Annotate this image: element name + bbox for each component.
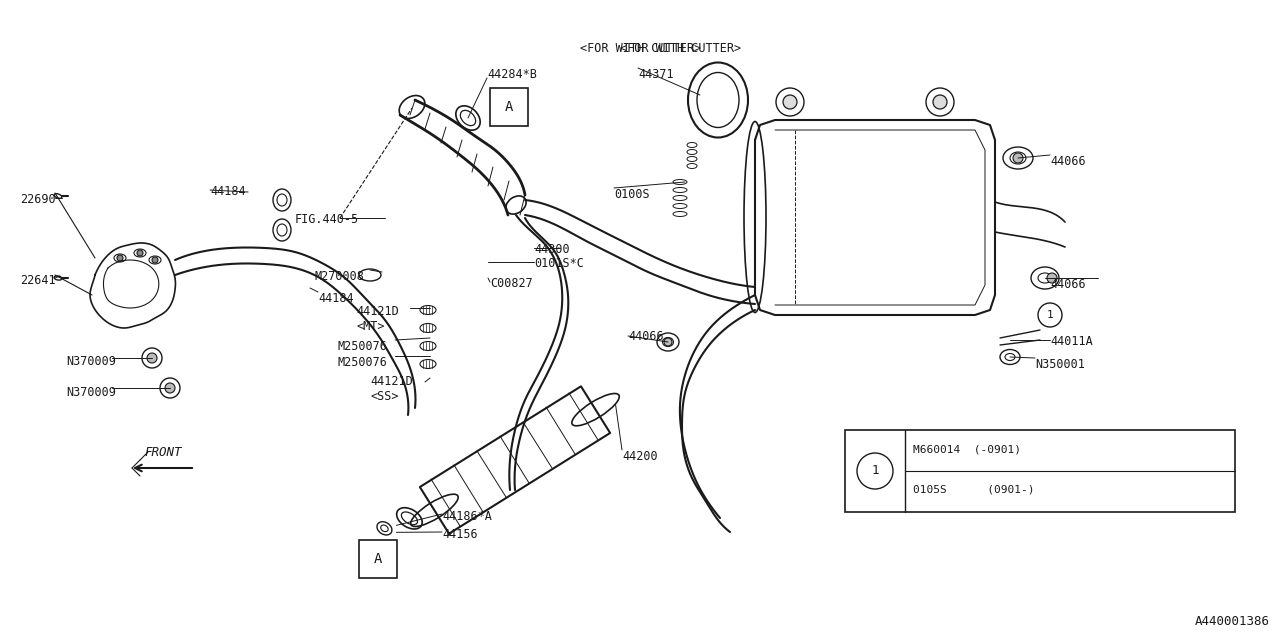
- Text: 44200: 44200: [622, 450, 658, 463]
- Text: 44156: 44156: [442, 528, 477, 541]
- Circle shape: [147, 353, 157, 363]
- Text: 44284*B: 44284*B: [486, 68, 536, 81]
- Text: 1: 1: [1047, 310, 1053, 320]
- Text: 44186*A: 44186*A: [442, 510, 492, 523]
- Text: 44184: 44184: [210, 185, 246, 198]
- Text: <FOR WITH CUTTER>: <FOR WITH CUTTER>: [580, 42, 701, 55]
- Circle shape: [783, 95, 797, 109]
- Text: FRONT: FRONT: [145, 445, 182, 458]
- Bar: [358, 540, 397, 578]
- Circle shape: [116, 255, 123, 261]
- Text: 44371: 44371: [637, 68, 673, 81]
- Text: 0101S*C: 0101S*C: [534, 257, 584, 270]
- Text: 44300: 44300: [534, 243, 570, 256]
- Text: <SS>: <SS>: [370, 390, 398, 403]
- Text: <FOR WITH CUTTER>: <FOR WITH CUTTER>: [620, 42, 741, 55]
- Circle shape: [933, 95, 947, 109]
- Bar: [845, 430, 1235, 512]
- Text: 44066: 44066: [1050, 155, 1085, 168]
- Text: M660014  (-0901): M660014 (-0901): [913, 445, 1021, 455]
- Circle shape: [1047, 273, 1057, 283]
- Text: M250076: M250076: [337, 356, 387, 369]
- Text: 44121D: 44121D: [370, 375, 412, 388]
- Text: 22690: 22690: [20, 193, 55, 206]
- Text: 22641: 22641: [20, 274, 55, 287]
- Text: 44066: 44066: [1050, 278, 1085, 291]
- Text: N370009: N370009: [67, 355, 116, 368]
- Text: 44011A: 44011A: [1050, 335, 1093, 348]
- Text: FIG.440-5: FIG.440-5: [294, 213, 360, 226]
- Circle shape: [664, 338, 672, 346]
- Text: M270008: M270008: [314, 270, 364, 283]
- Circle shape: [165, 383, 175, 393]
- Circle shape: [1012, 153, 1023, 163]
- Text: M250076: M250076: [337, 340, 387, 353]
- Circle shape: [137, 250, 143, 256]
- Text: C00827: C00827: [490, 277, 532, 290]
- Text: 1: 1: [872, 465, 879, 477]
- Text: A440001386: A440001386: [1196, 615, 1270, 628]
- Text: 44121D: 44121D: [356, 305, 399, 318]
- Text: 0100S: 0100S: [614, 188, 650, 201]
- Circle shape: [152, 257, 157, 263]
- Text: 44066: 44066: [628, 330, 663, 343]
- Text: <MT>: <MT>: [356, 320, 384, 333]
- Bar: [490, 88, 529, 126]
- Text: N350001: N350001: [1036, 358, 1085, 371]
- Text: 0105S      (0901-): 0105S (0901-): [913, 485, 1034, 495]
- Text: 44184: 44184: [317, 292, 353, 305]
- Text: A: A: [504, 100, 513, 114]
- Text: N370009: N370009: [67, 386, 116, 399]
- Text: A: A: [374, 552, 383, 566]
